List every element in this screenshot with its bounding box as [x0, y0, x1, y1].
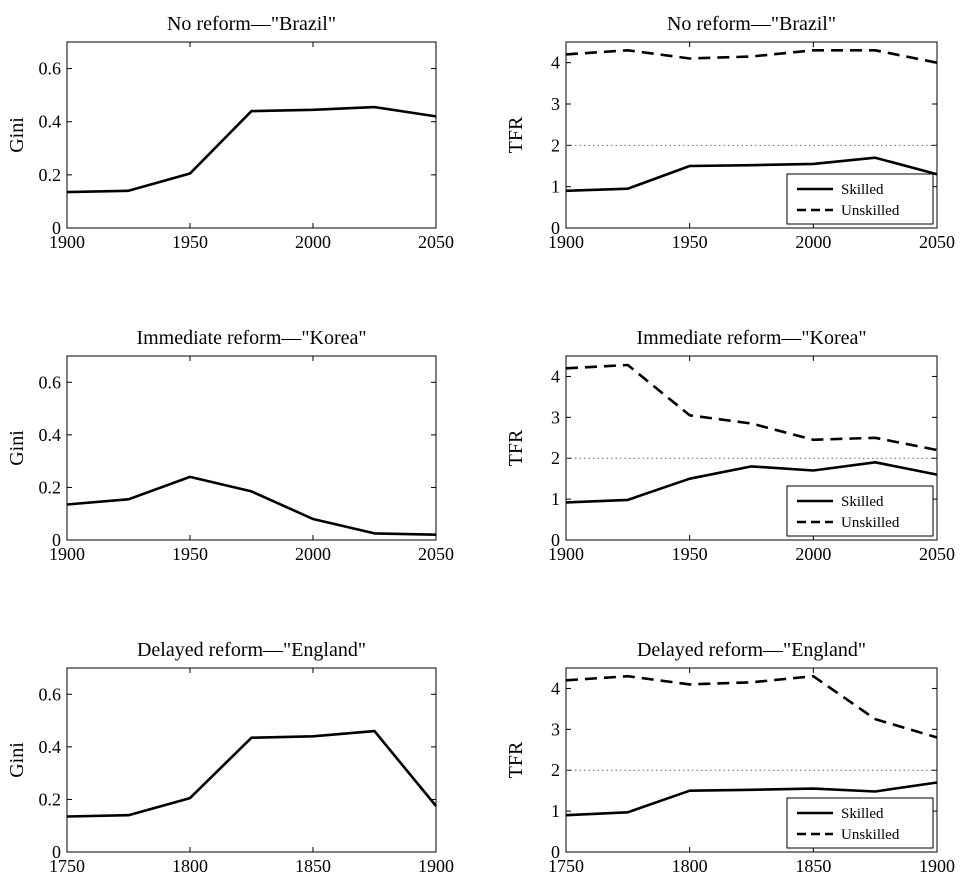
series-line-skilled — [565, 156, 938, 193]
panel-1: No reform—"Brazil" Gini 1900 1950 2000 2050 0 0… — [6, 13, 454, 252]
legend-box — [786, 173, 934, 225]
panel-5: Delayed reform—"England" Gini 1750 1800 1850… — [6, 639, 454, 876]
y-axis-label: TFR — [505, 741, 527, 778]
series-line-skilled — [565, 781, 938, 817]
panel-title: Delayed reform—"England" — [137, 639, 366, 661]
panel-4: Immediate reform—"Korea" TFR 1900 1950 2000 2… — [505, 327, 955, 564]
y-tick-label: 0.6 — [39, 372, 62, 392]
x-tick-label: 1900 — [548, 232, 584, 252]
x-tick-label: 1850 — [295, 856, 331, 876]
legend-box — [786, 797, 934, 849]
y-tick-label: 0.4 — [39, 112, 62, 132]
x-tick-label: 1950 — [672, 232, 708, 252]
y-axis-label: Gini — [6, 742, 28, 778]
y-tick-label: 1 — [551, 177, 560, 197]
y-tick-label: 0.2 — [39, 477, 62, 497]
panel-title: No reform—"Brazil" — [167, 13, 336, 35]
x-tick-label: 1950 — [172, 232, 208, 252]
y-tick-label: 0 — [551, 530, 560, 550]
x-tick-label: 2000 — [295, 232, 331, 252]
y-tick-label: 0 — [551, 218, 560, 238]
x-tick-label: 2000 — [795, 544, 831, 564]
y-tick-label: 2 — [551, 448, 560, 468]
legend-label: Skilled — [841, 494, 884, 510]
legend: Skilled Unskilled — [786, 173, 934, 225]
x-tick-label: 2000 — [295, 544, 331, 564]
x-tick-label: 2050 — [418, 232, 454, 252]
y-tick-label: 1 — [551, 801, 560, 821]
y-tick-label: 4 — [551, 53, 560, 73]
x-tick-label: 2050 — [919, 544, 955, 564]
y-axis-label: TFR — [505, 116, 527, 153]
panel-6: Delayed reform—"England" TFR 1750 1800 1850 1… — [505, 639, 955, 876]
y-tick-label: 0.2 — [39, 789, 62, 809]
x-tick-label: 1850 — [795, 856, 831, 876]
series-line-gini — [66, 105, 437, 194]
legend-label: Skilled — [841, 182, 884, 198]
x-tick-label: 2050 — [919, 232, 955, 252]
x-tick-label: 1950 — [672, 544, 708, 564]
series-line-gini — [66, 475, 437, 536]
x-tick-label: 1750 — [548, 856, 584, 876]
axes-box — [565, 667, 938, 853]
y-tick-label: 2 — [551, 135, 560, 155]
y-axis-label: TFR — [505, 429, 527, 466]
y-tick-label: 3 — [551, 719, 560, 739]
x-tick-label: 1900 — [418, 856, 454, 876]
y-axis-label: Gini — [6, 117, 28, 153]
panel-title: Immediate reform—"Korea" — [136, 327, 366, 349]
axes-box — [565, 41, 938, 229]
x-tick-label: 2000 — [795, 232, 831, 252]
x-tick-label: 1800 — [672, 856, 708, 876]
legend-label: Unskilled — [841, 515, 900, 531]
x-tick-label: 1900 — [49, 544, 85, 564]
y-tick-label: 0.6 — [39, 684, 62, 704]
y-tick-label: 2 — [551, 760, 560, 780]
legend-box — [786, 485, 934, 537]
axes-box — [66, 355, 437, 541]
axes-box — [66, 667, 437, 853]
panel-title: Immediate reform—"Korea" — [636, 327, 866, 349]
x-tick-label: 1900 — [49, 232, 85, 252]
y-tick-label: 0.4 — [39, 425, 62, 445]
y-tick-label: 0.6 — [39, 59, 62, 79]
axes-box — [565, 355, 938, 541]
x-tick-label: 1750 — [49, 856, 85, 876]
y-tick-label: 0 — [52, 218, 61, 238]
panel-2: No reform—"Brazil" TFR 1900 1950 2000 2050 0 1 2… — [505, 13, 955, 252]
y-tick-label: 0.4 — [39, 737, 62, 757]
legend-label: Skilled — [841, 806, 884, 822]
series-line-unskilled — [565, 48, 938, 64]
x-tick-label: 1800 — [172, 856, 208, 876]
x-tick-label: 1900 — [919, 856, 955, 876]
y-tick-label: 3 — [551, 407, 560, 427]
x-tick-label: 1900 — [548, 544, 584, 564]
legend-label: Unskilled — [841, 203, 900, 219]
y-tick-label: 1 — [551, 489, 560, 509]
legend: Skilled Unskilled — [786, 797, 934, 849]
panel-3: Immediate reform—"Korea" Gini 1900 1950 2000… — [6, 327, 454, 564]
y-tick-label: 0 — [551, 842, 560, 862]
legend: Skilled Unskilled — [786, 485, 934, 537]
panel-title: No reform—"Brazil" — [667, 13, 836, 35]
series-line-unskilled — [565, 674, 938, 739]
panel-title: Delayed reform—"England" — [637, 639, 866, 661]
x-tick-label: 1950 — [172, 544, 208, 564]
series-line-gini — [66, 729, 438, 818]
series-line-skilled — [565, 460, 938, 504]
y-tick-label: 0 — [52, 842, 61, 862]
x-tick-label: 2050 — [418, 544, 454, 564]
y-tick-label: 3 — [551, 94, 560, 114]
y-tick-label: 0.2 — [39, 165, 62, 185]
series-line-unskilled — [565, 363, 938, 452]
y-tick-label: 0 — [52, 530, 61, 550]
y-axis-label: Gini — [6, 430, 28, 466]
y-tick-label: 4 — [551, 366, 560, 386]
legend-label: Unskilled — [841, 827, 900, 843]
y-tick-label: 4 — [551, 678, 560, 698]
axes-box — [66, 41, 437, 229]
